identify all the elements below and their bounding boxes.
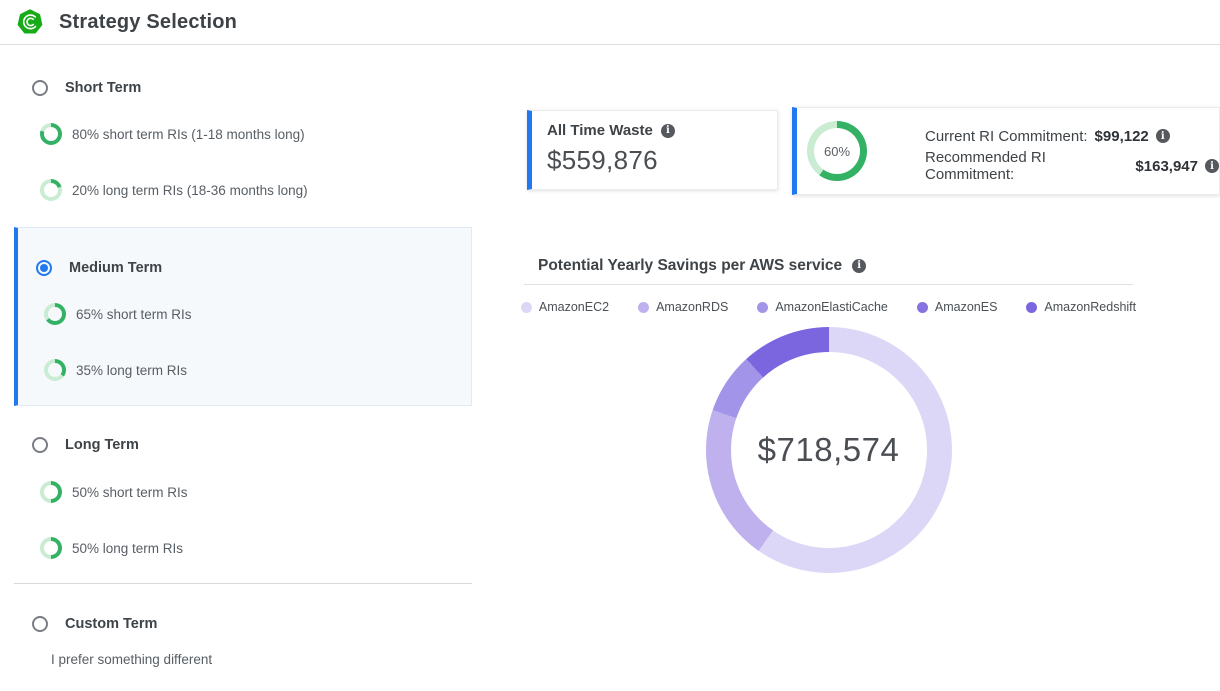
donut-center-total: $718,574 [757, 431, 900, 468]
progress-ring-50-icon [40, 481, 62, 503]
strategy-options-panel: Short Term 80% short term RIs (1-18 mont… [14, 60, 472, 672]
legend-dot-amazones-icon [916, 301, 928, 313]
medium-term-sub-2-label: 35% long term RIs [76, 362, 188, 378]
short-term-sub-1-label: 80% short term RIs (1-18 months long) [72, 126, 305, 142]
chart-divider [524, 284, 1133, 285]
option-group-short-term: Short Term 80% short term RIs (1-18 mont… [14, 72, 472, 202]
custom-term-option[interactable]: Custom Term [14, 608, 472, 640]
recommended-commitment-info-icon[interactable]: i [1205, 159, 1219, 173]
legend-dot-amazonredshift-icon [1026, 301, 1038, 313]
custom-term-note: I prefer something different [51, 652, 213, 667]
custom-term-radio[interactable] [32, 616, 48, 632]
progress-ring-65-icon [44, 303, 66, 325]
recommended-commitment-label: Recommended RI Commitment: [925, 149, 1046, 183]
short-term-sub-2: 20% long term RIs (18-36 months long) [40, 178, 472, 202]
progress-ring-35-icon [44, 359, 66, 381]
legend-item-amazones[interactable]: AmazonES [916, 300, 998, 314]
page-header: Strategy Selection [0, 0, 1220, 45]
legend-label-amazonrds: AmazonRDS [656, 300, 729, 314]
long-term-label: Long Term [65, 437, 139, 453]
app-logo-icon [16, 8, 44, 36]
options-divider [14, 583, 472, 584]
short-term-label: Short Term [65, 80, 142, 96]
page-title: Strategy Selection [59, 10, 238, 33]
legend-item-amazonredshift[interactable]: AmazonRedshift [1026, 300, 1136, 314]
short-term-sub-2-label: 20% long term RIs (18-36 months long) [72, 182, 308, 198]
legend-dot-amazonec2-icon [520, 301, 532, 313]
progress-ring-20-icon [40, 179, 62, 201]
current-commitment-line: Current RI Commitment: $99,122 i [925, 126, 1219, 146]
progress-ring-50b-icon [40, 537, 62, 559]
short-term-radio[interactable] [32, 80, 48, 96]
savings-donut-chart[interactable]: $718,574 [705, 327, 952, 573]
current-commitment-label: Current RI Commitment: [925, 127, 1088, 145]
current-commitment-value: $99,122 [1094, 127, 1149, 145]
legend-item-amazonec2[interactable]: AmazonEC2 [520, 300, 610, 314]
legend-label-amazones: AmazonES [934, 300, 998, 314]
savings-chart-panel: Potential Yearly Savings per AWS service… [520, 250, 1136, 573]
medium-term-sub-1: 65% short term RIs [44, 302, 471, 326]
ri-commitment-card: 60% Current RI Commitment: $99,122 i Rec… [792, 107, 1220, 195]
short-term-sub-1: 80% short term RIs (1-18 months long) [40, 122, 472, 146]
long-term-option[interactable]: Long Term [14, 429, 472, 461]
option-group-custom-term: Custom Term I prefer something different [14, 608, 472, 672]
all-time-waste-card: All Time Waste i $559,876 [527, 110, 778, 190]
current-commitment-info-icon[interactable]: i [1155, 129, 1170, 143]
legend-item-amazonrds[interactable]: AmazonRDS [638, 300, 728, 314]
custom-term-label: Custom Term [65, 616, 158, 632]
chart-info-icon[interactable]: i [852, 258, 867, 273]
long-term-radio[interactable] [32, 437, 48, 453]
progress-ring-80-icon [40, 123, 62, 145]
commitment-gauge-value: 60% [823, 143, 851, 159]
all-time-waste-info-icon[interactable]: i [660, 123, 675, 138]
chart-legend: AmazonEC2 AmazonRDS AmazonElastiCache Am… [520, 300, 1136, 314]
legend-item-amazonelasticache[interactable]: AmazonElastiCache [757, 300, 888, 314]
long-term-sub-1-label: 50% short term RIs [72, 484, 188, 500]
short-term-option[interactable]: Short Term [14, 72, 472, 104]
chart-title: Potential Yearly Savings per AWS service [538, 256, 843, 274]
long-term-sub-2: 50% long term RIs [40, 536, 472, 560]
medium-term-radio[interactable] [36, 260, 52, 276]
commitment-lines: Current RI Commitment: $99,122 i Recomme… [925, 126, 1219, 183]
legend-label-amazonec2: AmazonEC2 [538, 300, 610, 314]
medium-term-sub-2: 35% long term RIs [44, 358, 471, 382]
medium-term-sub-1-label: 65% short term RIs [76, 306, 192, 322]
legend-dot-amazonrds-icon [638, 301, 650, 313]
option-group-long-term: Long Term 50% short term RIs 50% long te… [14, 429, 472, 560]
recommended-commitment-line: Recommended RI Commitment: $163,947 i [925, 149, 1219, 183]
medium-term-label: Medium Term [69, 260, 163, 276]
legend-label-amazonelasticache: AmazonElastiCache [775, 300, 888, 314]
legend-label-amazonredshift: AmazonRedshift [1044, 300, 1137, 314]
medium-term-option[interactable]: Medium Term [18, 252, 471, 284]
all-time-waste-label: All Time Waste [547, 122, 653, 139]
legend-dot-amazonelasticache-icon [757, 301, 769, 313]
all-time-waste-value: $559,876 [547, 145, 658, 175]
commitment-gauge: 60% [807, 121, 867, 181]
long-term-sub-1: 50% short term RIs [40, 480, 472, 504]
option-group-medium-term: Medium Term 65% short term RIs 35% long … [14, 227, 472, 406]
long-term-sub-2-label: 50% long term RIs [72, 540, 184, 556]
recommended-commitment-value: $163,947 [1135, 157, 1198, 175]
